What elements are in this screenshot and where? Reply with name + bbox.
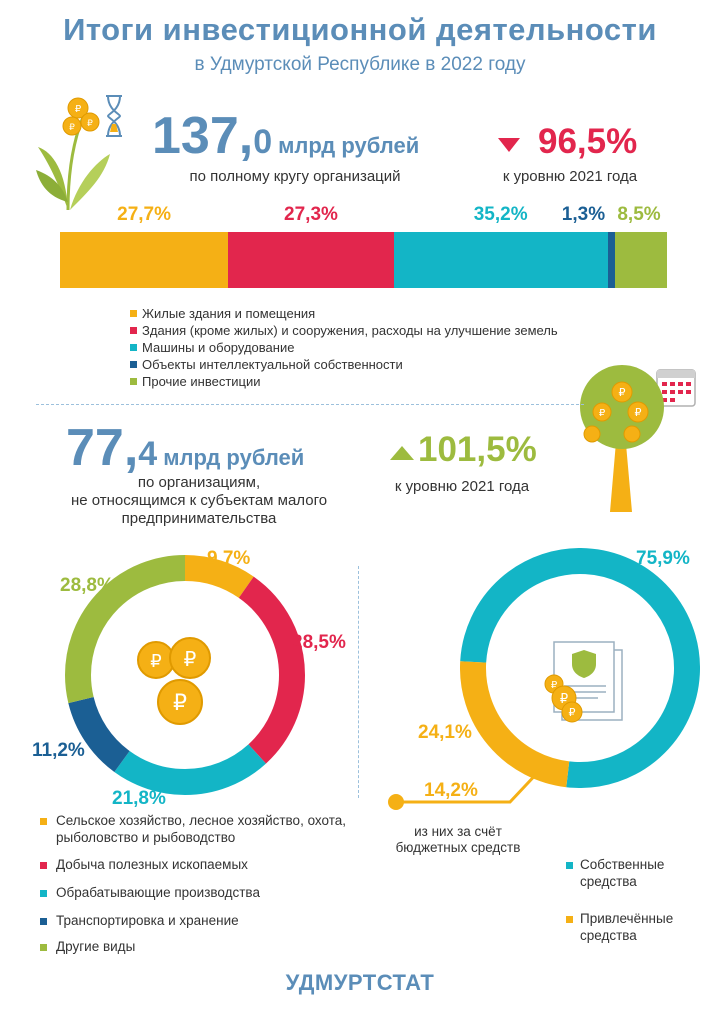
legend-item: Другие виды xyxy=(40,938,360,955)
svg-text:₽: ₽ xyxy=(569,706,576,719)
donut-slice xyxy=(65,555,305,795)
svg-text:₽: ₽ xyxy=(75,104,82,115)
section-divider xyxy=(36,404,584,405)
investment-structure-bar xyxy=(60,232,668,288)
sector-label-agriculture: 9,7% xyxy=(207,548,251,569)
legend-item: Машины и оборудование xyxy=(130,339,558,356)
legend-swatch xyxy=(40,890,47,897)
legend-label: Сельское хозяйство, лесное хозяйство, ох… xyxy=(56,813,347,828)
donut-slice xyxy=(65,555,305,795)
sector-label-other: 28,8% xyxy=(60,575,114,596)
legend-label: средства xyxy=(580,874,637,889)
column-divider xyxy=(358,566,359,798)
legend-label: Собственные xyxy=(580,857,665,872)
down-arrow-icon xyxy=(498,138,520,152)
bar-segment xyxy=(228,232,395,288)
svg-text:₽: ₽ xyxy=(69,123,75,133)
bar-segment-label: 35,2% xyxy=(473,204,528,225)
legend-swatch xyxy=(40,944,47,951)
sector-label-mining: 28,5% xyxy=(292,632,346,653)
money-tree-icon: ₽ ₽ ₽ xyxy=(580,365,696,512)
legend-label: Привлечённые xyxy=(580,911,674,926)
svg-text:₽: ₽ xyxy=(87,119,93,129)
funding-donut-chart xyxy=(460,548,700,788)
donut-slice xyxy=(460,548,700,788)
sector-label-transport: 11,2% xyxy=(32,740,85,761)
legend-item: Объекты интеллектуальной собственности xyxy=(130,356,558,373)
legend-label: Здания (кроме жилых) и сооружения, расхо… xyxy=(142,323,558,338)
large-orgs-value: 77,4 млрд рублей xyxy=(66,419,305,477)
budget-callout-line xyxy=(388,766,544,810)
svg-text:₽: ₽ xyxy=(619,386,626,399)
budget-share-label: 14,2% xyxy=(424,780,478,801)
svg-text:₽: ₽ xyxy=(551,680,558,691)
bar-segment xyxy=(60,232,229,288)
sector-donut-chart xyxy=(65,555,305,795)
legend-label: Объекты интеллектуальной собственности xyxy=(142,357,403,372)
legend-swatch xyxy=(130,378,137,385)
bar-segment-label: 1,3% xyxy=(561,204,606,225)
bar-segment-label: 27,3% xyxy=(284,204,338,225)
legend-label: Прочие инвестиции xyxy=(142,374,261,389)
large-orgs-change: 101,5% xyxy=(418,430,537,469)
svg-text:₽: ₽ xyxy=(560,692,568,707)
legend-item: Жилые здания и помещения xyxy=(130,305,558,322)
document-shield-icon: ₽ ₽ ₽ xyxy=(544,641,623,723)
page-title: Итоги инвестиционной деятельности xyxy=(63,12,657,47)
legend-label: Транспортировка и хранение xyxy=(56,913,239,928)
legend-item: Добыча полезных ископаемых xyxy=(40,856,360,873)
legend-swatch xyxy=(130,344,137,351)
source-label-attracted: 24,1% xyxy=(418,722,472,743)
donut-slice xyxy=(65,555,305,795)
legend-swatch xyxy=(130,310,137,317)
svg-text:₽: ₽ xyxy=(599,408,606,419)
investment-structure-labels: 27,7% 27,3% 35,2% 1,3% 8,5% xyxy=(60,204,667,228)
legend-item: Прочие инвестиции xyxy=(130,373,558,390)
total-change: 96,5% xyxy=(538,122,638,161)
legend-item: Здания (кроме жилых) и сооружения, расхо… xyxy=(130,322,558,339)
legend-item: Привлечённые средства xyxy=(566,910,706,944)
svg-text:₽: ₽ xyxy=(150,651,161,672)
legend-swatch xyxy=(40,862,47,869)
page-subtitle: в Удмуртской Республике в 2022 году xyxy=(194,54,526,75)
legend-swatch xyxy=(566,916,573,923)
legend-label: Другие виды xyxy=(56,939,136,954)
coins-icon: ₽ ₽ ₽ xyxy=(137,637,211,725)
bar-segment-label: 8,5% xyxy=(617,204,661,225)
large-orgs-caption: по организациям, не относящимся к субъек… xyxy=(70,474,328,527)
legend-item: Транспортировка и хранение xyxy=(40,912,360,929)
legend-label: Обрабатывающие производства xyxy=(56,885,260,900)
svg-text:₽: ₽ xyxy=(635,406,642,419)
legend-label: средства xyxy=(580,928,637,943)
footer-brand: УДМУРТСТАТ xyxy=(285,970,435,995)
svg-text:₽: ₽ xyxy=(173,691,187,716)
legend-label: Жилые здания и помещения xyxy=(142,306,316,321)
budget-caption: из них за счёт бюджетных средств xyxy=(395,824,521,855)
source-label-own: 75,9% xyxy=(636,548,690,569)
bar-segment xyxy=(615,232,668,288)
legend-swatch xyxy=(566,862,573,869)
legend-item: Собственные средства xyxy=(566,856,706,890)
legend-swatch xyxy=(40,818,47,825)
legend-item: Обрабатывающие производства xyxy=(40,884,360,901)
bar-segment-label: 27,7% xyxy=(117,204,171,225)
bar-legend: Жилые здания и помещения Здания (кроме жи… xyxy=(130,305,558,390)
up-arrow-icon xyxy=(390,446,414,460)
legend-item: Сельское хозяйство, лесное хозяйство, ох… xyxy=(40,812,360,846)
bar-segment xyxy=(393,232,608,288)
total-caption: по полному кругу организаций xyxy=(189,168,401,185)
total-change-caption: к уровню 2021 года xyxy=(502,168,638,185)
bar-segment xyxy=(607,232,616,288)
svg-text:₽: ₽ xyxy=(184,647,197,671)
legend-label: рыболовство и рыбоводство xyxy=(56,830,236,845)
legend-label: Добыча полезных ископаемых xyxy=(56,857,248,872)
total-value: 137,0 млрд рублей xyxy=(152,107,420,165)
legend-swatch xyxy=(130,327,137,334)
plant-coins-icon: ₽ ₽ ₽ xyxy=(36,95,122,210)
legend-swatch xyxy=(130,361,137,368)
legend-swatch xyxy=(40,918,47,925)
large-orgs-change-caption: к уровню 2021 года xyxy=(394,478,530,495)
legend-label: Машины и оборудование xyxy=(142,340,295,355)
sector-label-manufacturing: 21,8% xyxy=(112,788,166,809)
